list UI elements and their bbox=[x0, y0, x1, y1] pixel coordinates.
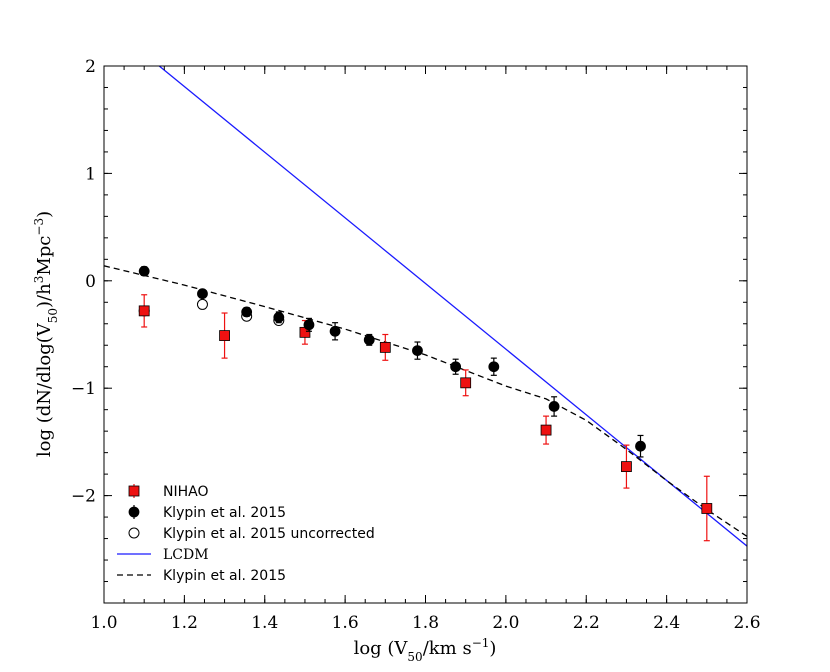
y-tick-label: 2 bbox=[85, 57, 96, 77]
legend: NIHAO Klypin et al. 2015 Klypin et al. 201… bbox=[117, 484, 375, 584]
y-tick-label: 1 bbox=[85, 164, 96, 184]
legend-marker bbox=[128, 485, 140, 497]
x-tick-label: 1.4 bbox=[251, 613, 278, 633]
klypin-point bbox=[241, 306, 253, 318]
nihao-point bbox=[219, 330, 230, 341]
x-tick-label: 2.4 bbox=[653, 613, 680, 633]
x-tick-label: 1.2 bbox=[171, 613, 198, 633]
plot-frame bbox=[103, 65, 748, 604]
klypin-point bbox=[273, 311, 285, 323]
klypin-point bbox=[197, 288, 208, 300]
nihao-point bbox=[621, 461, 632, 473]
lcdm-line bbox=[158, 66, 747, 547]
y-tick-label: 0 bbox=[85, 272, 96, 292]
x-tick-label: 1.6 bbox=[332, 613, 359, 633]
klypin-point bbox=[412, 345, 423, 357]
legend-label: Klypin et al. 2015 uncorrected bbox=[163, 526, 375, 542]
klypin-point bbox=[548, 401, 560, 412]
legend-label: Klypin et al. 2015 bbox=[163, 568, 286, 584]
y-axis-label: log (dN/dlog(V50)/h3Mpc−3) bbox=[32, 211, 60, 457]
nihao-point bbox=[379, 341, 391, 353]
x-tick-label: 1.0 bbox=[90, 613, 117, 633]
legend-label: LCDM bbox=[163, 547, 209, 563]
klypin-fit-line bbox=[104, 265, 747, 537]
klypin-uncorrected-point bbox=[196, 298, 208, 310]
klypin-point bbox=[635, 440, 646, 452]
nihao-point bbox=[540, 424, 552, 436]
klypin-point bbox=[329, 325, 341, 337]
klypin-point bbox=[450, 361, 462, 373]
x-tick-label: 2.6 bbox=[733, 613, 760, 633]
legend-label: NIHAO bbox=[163, 484, 208, 500]
legend-marker bbox=[128, 527, 140, 539]
nihao-point bbox=[701, 503, 713, 514]
klypin-point bbox=[138, 265, 150, 277]
klypin-point bbox=[363, 334, 375, 346]
nihao-point bbox=[138, 305, 150, 317]
legend-label: Klypin et al. 2015 bbox=[163, 505, 286, 521]
nihao-point bbox=[460, 377, 472, 389]
x-tick-label: 2.2 bbox=[573, 613, 600, 633]
y-tick-label: −1 bbox=[71, 379, 96, 399]
klypin-point bbox=[488, 361, 500, 373]
y-tick-label: −2 bbox=[71, 487, 96, 507]
legend-marker bbox=[128, 506, 140, 518]
klypin-point bbox=[303, 319, 315, 331]
x-axis-label: log (V50/km s−1) bbox=[354, 636, 497, 664]
x-tick-label: 1.8 bbox=[412, 613, 439, 633]
x-tick-label: 2.0 bbox=[492, 613, 519, 633]
